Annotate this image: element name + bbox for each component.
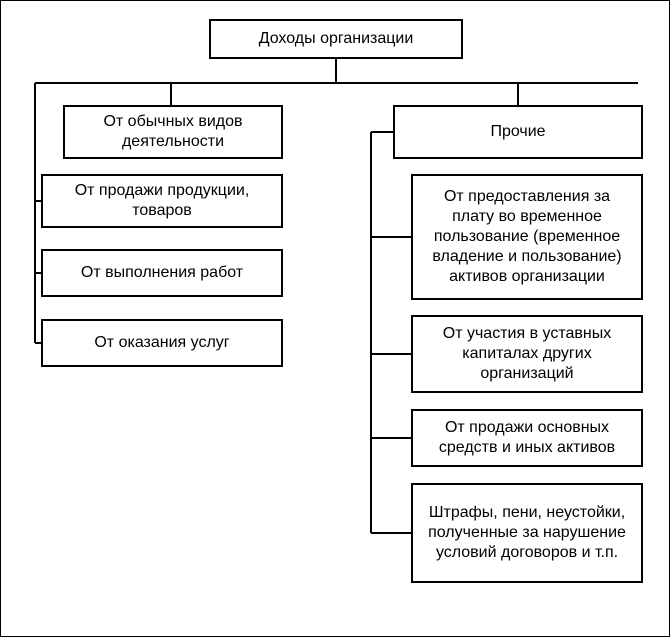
node-label: От участия в уставных капиталах других о… [421,324,633,384]
node-left-item: От оказания услуг [41,319,283,367]
node-right-item: Штрафы, пени, неустойки, полученные за н… [411,483,643,583]
node-right-item: От предоставления за плату во временное … [411,174,643,300]
node-label: От предоставления за плату во временное … [421,187,633,287]
node-left-item: От выполнения работ [41,249,283,297]
diagram-canvas: Доходы организации От обычных видов деят… [0,0,670,637]
node-right-item: От участия в уставных капиталах других о… [411,315,643,393]
node-right-header: Прочие [393,105,643,159]
node-label: От выполнения работ [81,263,243,283]
node-label: Штрафы, пени, неустойки, полученные за н… [421,503,633,563]
node-label: От продажи основных средств и иных актив… [421,418,633,458]
node-right-item: От продажи основных средств и иных актив… [411,409,643,467]
node-root: Доходы организации [209,19,463,59]
node-label: От оказания услуг [94,333,229,353]
node-label: Прочие [490,122,545,142]
node-label: От обычных видов деятельности [73,112,273,152]
node-left-header: От обычных видов деятельности [63,105,283,159]
node-label: Доходы организации [259,29,414,49]
node-left-item: От продажи продукции, товаров [41,174,283,228]
node-label: От продажи продукции, товаров [51,181,273,221]
